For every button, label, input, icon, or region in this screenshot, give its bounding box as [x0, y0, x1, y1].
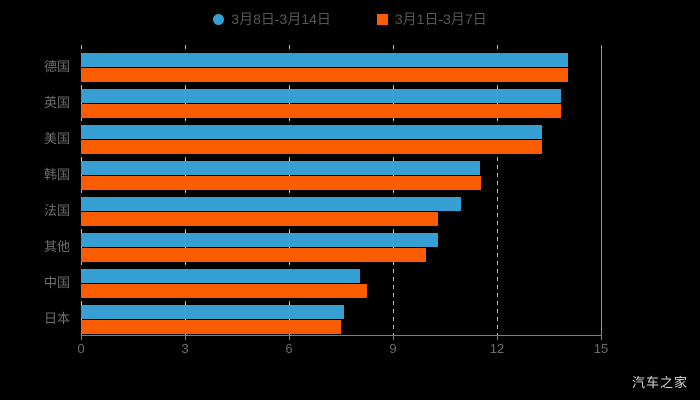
watermark-label: 汽车之家	[631, 375, 688, 390]
category-row: 韩国	[44, 161, 601, 197]
gridline	[393, 45, 394, 335]
x-axis-tick	[497, 335, 498, 340]
x-axis-tick-label: 9	[389, 341, 397, 356]
legend-item[interactable]: 3月8日-3月14日	[213, 12, 331, 26]
bar-series-2[interactable]	[81, 320, 341, 334]
category-row: 美国	[44, 125, 601, 161]
category-row: 法国	[44, 197, 601, 233]
category-row: 日本	[44, 305, 601, 341]
y-axis-tick-label: 法国	[43, 203, 70, 218]
gridline	[497, 45, 498, 335]
x-axis-tick	[393, 335, 394, 340]
bar-series-1[interactable]	[81, 197, 461, 211]
x-axis-tick	[185, 335, 186, 340]
category-row: 英国	[44, 89, 601, 125]
chart-legend: 3月8日-3月14日 3月1日-3月7日	[0, 6, 700, 32]
x-axis-tick-label: 0	[77, 341, 85, 356]
bar-series-1[interactable]	[81, 269, 361, 283]
y-axis-tick-label: 英国	[43, 95, 70, 110]
bar-series-2[interactable]	[81, 176, 482, 190]
x-axis-tick	[289, 335, 290, 340]
category-row: 中国	[44, 269, 601, 305]
y-axis-tick-label: 美国	[43, 131, 70, 146]
bar-series-1[interactable]	[81, 53, 569, 67]
gridline	[81, 45, 82, 335]
legend-item-label: 3月1日-3月7日	[394, 11, 487, 27]
square-marker	[376, 13, 388, 25]
legend-item[interactable]: 3月1日-3月7日	[376, 11, 487, 27]
bar-series-2[interactable]	[81, 68, 569, 82]
y-axis-tick-label: 其他	[43, 239, 70, 254]
x-axis: 0 3 6 9 12 15	[77, 335, 608, 356]
x-axis-tick-label: 12	[489, 341, 505, 356]
gridline	[185, 45, 186, 335]
x-axis-tick-label: 6	[285, 341, 293, 356]
bar-series-2[interactable]	[81, 104, 562, 118]
bar-series-1[interactable]	[81, 305, 345, 319]
gridline	[289, 45, 290, 335]
x-axis-tick	[81, 335, 82, 340]
y-axis-tick-label: 中国	[43, 275, 70, 290]
bar-series-1[interactable]	[81, 89, 562, 103]
gridline	[601, 45, 602, 335]
bar-series-2[interactable]	[81, 248, 426, 262]
circle-marker	[213, 13, 225, 25]
category-row: 德国	[44, 53, 601, 89]
bar-series-1[interactable]	[81, 161, 480, 175]
plot-area: 德国英国美国韩国法国其他中国日本	[44, 45, 602, 335]
y-axis-tick-label: 韩国	[43, 167, 70, 182]
legend-item-label: 3月8日-3月14日	[231, 11, 331, 27]
bar-series-1[interactable]	[81, 233, 439, 247]
bar-series-2[interactable]	[81, 212, 439, 226]
bar-series-2[interactable]	[81, 284, 367, 298]
bar-series-2[interactable]	[81, 140, 543, 154]
y-axis-tick-label: 德国	[43, 59, 70, 74]
x-axis-tick-label: 15	[593, 341, 609, 356]
y-axis-tick-label: 日本	[43, 311, 70, 326]
x-axis-tick-label: 3	[181, 341, 189, 356]
bar-series-1[interactable]	[81, 125, 543, 139]
x-axis-tick	[601, 335, 602, 340]
category-row: 其他	[44, 233, 601, 269]
